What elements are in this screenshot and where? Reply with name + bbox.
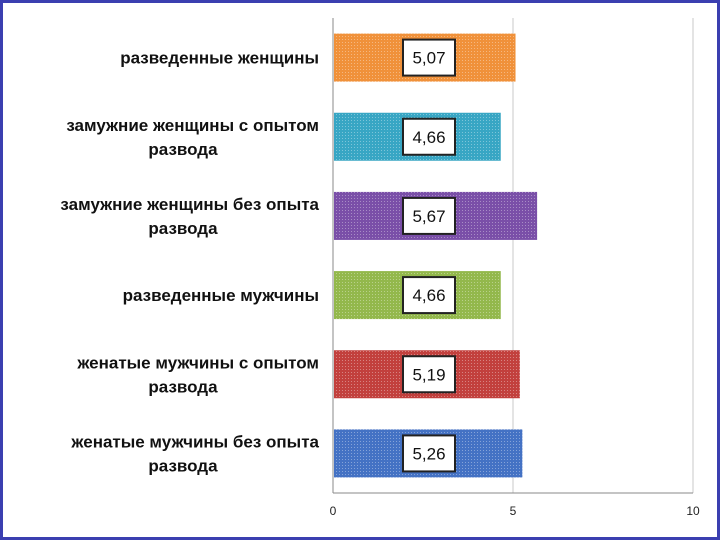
value-label-5: 5,26	[412, 444, 445, 463]
category-label-1-line-1: развода	[148, 140, 218, 159]
category-label-5-line-0: женатые мужчины без опыта	[70, 432, 319, 451]
value-label-box-3	[402, 276, 456, 315]
category-label-1-line-0: замужние женщины с опытом	[66, 116, 319, 135]
category-label-5-line-1: развода	[148, 456, 218, 475]
category-label-2-line-1: развода	[148, 219, 218, 238]
value-label-4: 5,19	[412, 365, 445, 384]
x-tick-label-1: 5	[510, 504, 517, 518]
value-label-box-0	[402, 38, 456, 77]
value-label-box-2	[402, 196, 456, 235]
value-label-1: 4,66	[412, 128, 445, 147]
category-label-4-line-0: женатые мужчины с опытом	[76, 353, 319, 372]
x-tick-label-0: 0	[330, 504, 337, 518]
value-label-box-4	[402, 355, 456, 394]
category-label-3: разведенные мужчины	[123, 286, 319, 305]
value-label-2: 5,67	[412, 207, 445, 226]
category-label-4-line-1: развода	[148, 377, 218, 396]
value-label-0: 5,07	[412, 49, 445, 68]
value-label-3: 4,66	[412, 286, 445, 305]
value-label-box-1	[402, 117, 456, 156]
bar-chart: 0 5 10 5,07 разведенные женщины 4,66 замужние …	[60, 18, 700, 518]
x-tick-label-2: 10	[686, 504, 700, 518]
value-label-box-5	[402, 434, 456, 473]
category-label-0: разведенные женщины	[120, 49, 319, 68]
category-label-2-line-0: замужние женщины без опыта	[60, 195, 319, 214]
